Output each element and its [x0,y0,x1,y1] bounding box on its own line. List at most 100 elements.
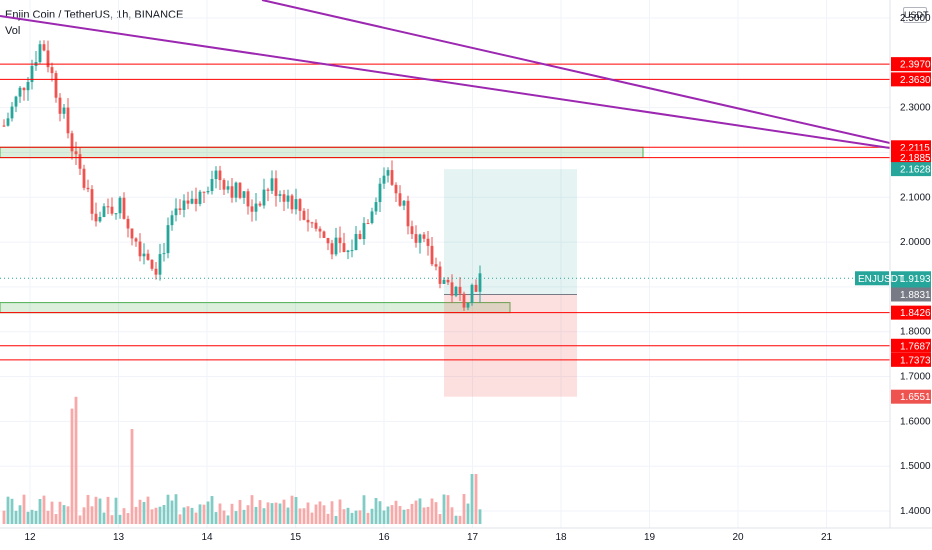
volume-bar [406,508,410,524]
time-axis[interactable]: 12 13 14 15 16 17 18 19 20 21 [0,527,932,543]
candle-body [438,266,442,284]
volume-bar [198,504,202,524]
volume-bar [46,510,50,524]
currency-unit-button[interactable]: USDT [903,7,929,23]
volume-bar [282,499,286,524]
candle-body [150,259,154,269]
resistance-zone [0,146,644,159]
x-tick-label: 12 [24,532,36,543]
candle-body [134,238,138,242]
candle-body [138,241,142,257]
volume-bar [222,510,226,524]
x-tick-label: 14 [201,532,213,543]
volume-bar [30,509,34,524]
volume-bar [334,515,338,524]
volume-bar [94,496,98,524]
candle-body [370,211,374,224]
x-tick-label: 19 [644,532,656,543]
candle-body [326,237,330,244]
candle-body [314,222,318,229]
trendlines[interactable] [0,0,891,149]
volume-bar [278,503,282,524]
volume-bar [262,508,266,524]
candle-body [186,200,190,204]
candle-body [146,253,150,260]
support-zone [0,302,511,314]
level-tag-bg [891,338,931,353]
volume-bar [26,511,30,524]
volume-bar [150,509,154,524]
candle-body [130,228,134,239]
volume-bar [34,510,38,524]
candle-body [226,186,230,190]
candle-body [282,194,286,202]
volume-bar [370,508,374,524]
candle-body [386,170,390,176]
candle-body [390,170,394,185]
candle-body [398,193,402,206]
candle-body [82,168,86,188]
candle-body [118,197,122,214]
candle-body [206,191,210,193]
horizontal-levels[interactable] [0,63,890,361]
candle-body [426,238,430,246]
volume-bar [42,495,46,524]
volume-bar [10,498,14,524]
candle-body [454,286,458,296]
candle-body [294,199,298,210]
volume-bar [106,496,110,524]
volume-bar [190,507,194,524]
candle-body [30,65,34,83]
candle-body [102,206,106,217]
long-position-tool[interactable] [444,169,577,397]
price-tag: 1.6551 [900,392,931,403]
volume-bar [434,502,438,524]
candle-body [462,293,466,308]
price-axis[interactable]: 2.50002.30002.20002.10002.00001.90001.80… [855,0,931,528]
candle-body [218,170,222,181]
price-tag: 2.1628 [900,165,931,176]
candle-body [466,302,470,308]
candle-body [382,175,386,184]
volume-bar [342,509,346,524]
level-tag: 2.1885 [900,153,931,164]
volume-bar [430,498,434,524]
candle-body [198,191,202,204]
candle-body [98,216,102,222]
volume-bar [226,515,230,524]
candle-body [90,189,94,214]
volume-bar [186,506,190,524]
volume-bar [126,512,130,524]
candle-body [278,194,282,196]
candle-body [358,233,362,239]
candle-body [170,215,174,226]
volume-bar [458,515,462,524]
volume-bar [18,505,22,524]
trendline-upper [261,0,891,144]
candle-body [318,228,322,232]
volume-bar [134,506,138,524]
volume-bar [354,510,358,524]
x-tick-label: 18 [555,532,567,543]
candle-body [266,189,270,191]
candle-body [114,213,118,215]
price-tag-bg [891,162,931,177]
candle-body [346,250,350,253]
candle-body [422,234,426,239]
level-tag: 1.7687 [900,341,931,352]
volume-bar [178,514,182,524]
volume-bar [6,496,10,524]
candle-body [190,198,194,204]
volume-bar [346,507,350,524]
candle-body [306,219,310,223]
volume-bar [394,500,398,524]
volume-bar [50,501,54,524]
level-tag-bg [891,72,931,87]
volume-bar [70,408,74,524]
candle-body [18,87,22,97]
candle-body [254,203,258,212]
level-tag-bg [891,352,931,367]
candle-body [450,282,454,296]
volume-bar [254,506,258,524]
